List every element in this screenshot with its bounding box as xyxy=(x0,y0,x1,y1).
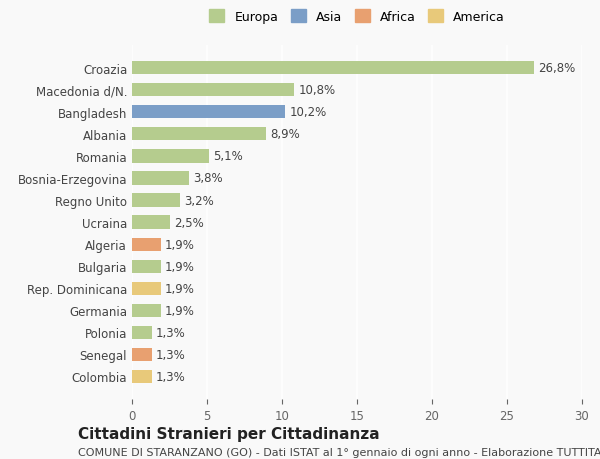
Text: 1,9%: 1,9% xyxy=(165,238,195,251)
Text: 1,3%: 1,3% xyxy=(156,348,186,361)
Bar xyxy=(132,370,151,383)
Bar xyxy=(132,128,265,141)
Bar xyxy=(132,326,151,339)
Bar xyxy=(132,150,209,163)
Text: 8,9%: 8,9% xyxy=(270,128,300,141)
Bar xyxy=(132,194,180,207)
Bar xyxy=(132,304,161,317)
Text: 2,5%: 2,5% xyxy=(174,216,204,229)
Bar xyxy=(132,106,285,119)
Bar xyxy=(132,282,161,295)
Bar xyxy=(132,216,170,229)
Text: 26,8%: 26,8% xyxy=(539,62,576,75)
Text: 1,9%: 1,9% xyxy=(165,282,195,295)
Text: 10,8%: 10,8% xyxy=(299,84,335,97)
Text: Cittadini Stranieri per Cittadinanza: Cittadini Stranieri per Cittadinanza xyxy=(78,425,380,441)
Text: 1,9%: 1,9% xyxy=(165,304,195,317)
Text: 10,2%: 10,2% xyxy=(290,106,327,119)
Text: 5,1%: 5,1% xyxy=(213,150,243,163)
Text: 3,8%: 3,8% xyxy=(193,172,223,185)
Bar xyxy=(132,62,534,75)
Bar xyxy=(132,260,161,273)
Bar xyxy=(132,238,161,251)
Bar xyxy=(132,348,151,361)
Legend: Europa, Asia, Africa, America: Europa, Asia, Africa, America xyxy=(206,6,508,27)
Bar xyxy=(132,84,294,97)
Text: 1,9%: 1,9% xyxy=(165,260,195,273)
Text: COMUNE DI STARANZANO (GO) - Dati ISTAT al 1° gennaio di ogni anno - Elaborazione: COMUNE DI STARANZANO (GO) - Dati ISTAT a… xyxy=(78,447,600,457)
Bar xyxy=(132,172,189,185)
Text: 3,2%: 3,2% xyxy=(185,194,214,207)
Text: 1,3%: 1,3% xyxy=(156,370,186,383)
Text: 1,3%: 1,3% xyxy=(156,326,186,339)
